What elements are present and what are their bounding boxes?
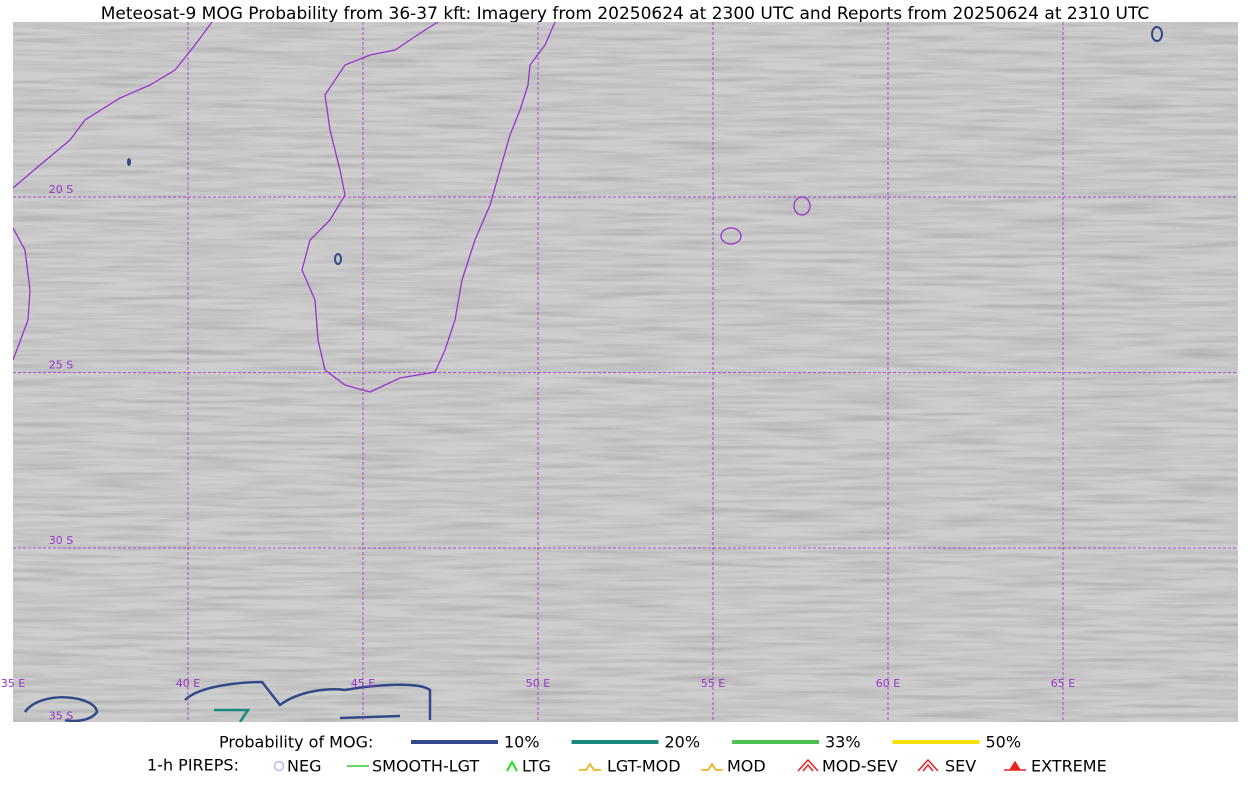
contour: [184, 680, 432, 720]
imagery-texture: [13, 22, 1238, 722]
contour: [23, 696, 99, 722]
lat-label: 20 S: [49, 183, 73, 196]
lat-label: 30 S: [49, 534, 73, 547]
map: [13, 22, 1238, 722]
legend-label: EXTREME: [1031, 757, 1107, 776]
legend-label: SEV: [945, 757, 976, 776]
coastline: [301, 22, 556, 393]
pirep-icon: [579, 762, 601, 771]
contour: [334, 253, 342, 265]
pirep-icon: [701, 762, 723, 771]
contour: [1151, 26, 1163, 42]
legend-label: MOD: [727, 757, 766, 776]
legend-title: 1-h PIREPS:: [147, 756, 239, 775]
lon-label: 35 E: [1, 677, 25, 690]
pirep-icon: [917, 758, 939, 772]
title: Meteosat-9 MOG Probability from 36-37 kf…: [101, 4, 1150, 24]
lon-label: 50 E: [526, 677, 550, 690]
lon-label: 60 E: [876, 677, 900, 690]
contour: [214, 708, 251, 722]
lon-label: 55 E: [701, 677, 725, 690]
lat-label: 25 S: [49, 359, 73, 372]
island: [720, 227, 742, 245]
contour: [127, 158, 131, 166]
pirep-icon: [797, 758, 819, 772]
legend-label: 50%: [986, 733, 1022, 752]
lat-label: 35 S: [49, 710, 73, 723]
lon-label: 45 E: [351, 677, 375, 690]
legend-label: SMOOTH-LGT: [372, 757, 479, 776]
pirep-icon: [506, 759, 518, 772]
legend-label: 33%: [825, 733, 861, 752]
pirep-icon: [1004, 760, 1026, 771]
lon-label: 40 E: [176, 677, 200, 690]
coastline: [13, 227, 31, 361]
legend-label: NEG: [287, 757, 321, 776]
legend-title: Probability of MOG:: [219, 733, 373, 752]
pirep-icon: [273, 760, 285, 772]
legend-label: LGT-MOD: [607, 757, 681, 776]
island: [793, 196, 811, 216]
legend-label: LTG: [522, 757, 551, 776]
legend-label: 20%: [665, 733, 701, 752]
legend-label: 10%: [504, 733, 540, 752]
lon-label: 65 E: [1051, 677, 1075, 690]
legend-label: MOD-SEV: [822, 757, 898, 776]
